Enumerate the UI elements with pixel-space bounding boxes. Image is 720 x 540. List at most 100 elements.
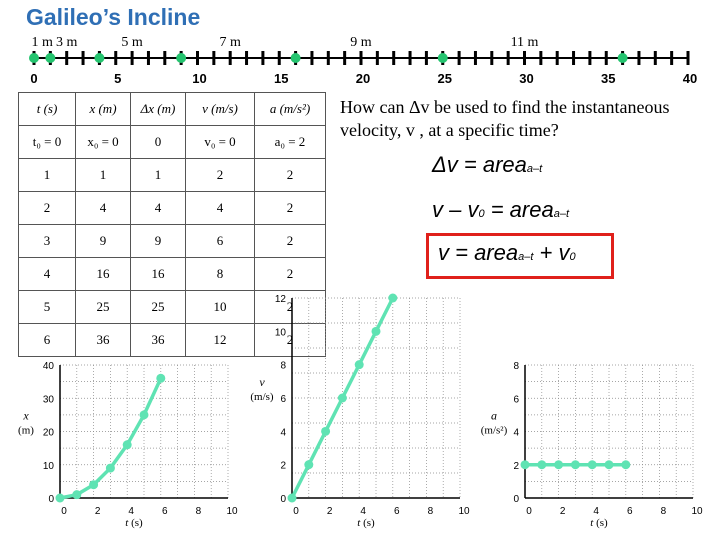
x-tick-label: 2	[560, 506, 566, 517]
table-cell: a₀ = 2	[254, 125, 326, 159]
y-tick-label: 6	[280, 394, 286, 405]
ruler-distance-label: 5 m	[121, 35, 143, 50]
table-cell: 1	[75, 158, 131, 192]
ruler-tick-label: 10	[192, 71, 206, 86]
question-text: How can Δv be used to find the instantan…	[340, 97, 670, 140]
data-point	[55, 493, 65, 503]
x-tick-label: 6	[162, 506, 168, 517]
table-cell: 0	[130, 125, 186, 159]
x-tick-label: 10	[226, 506, 238, 517]
data-point	[304, 460, 314, 470]
data-point	[72, 490, 82, 500]
x-tick-label: 0	[293, 506, 299, 517]
table-cell: 4	[185, 191, 255, 225]
table-header-cell: x (m)	[75, 92, 131, 126]
eq1-subscript: a–t	[526, 163, 543, 175]
x-tick-label: 2	[95, 506, 101, 517]
ruler-distance-label: 7 m	[220, 35, 242, 50]
table-cell: 2	[18, 191, 76, 225]
eq2-main: v – v	[432, 197, 479, 222]
data-point	[570, 460, 580, 470]
table-cell: 3	[18, 224, 76, 258]
ruler-tick-label: 30	[519, 71, 533, 86]
table-header-row: t (s) x (m) Δx (m) v (m/s) a (m/s²)	[18, 92, 326, 126]
eq2-subscript: a–t	[553, 208, 569, 220]
table-cell: 2	[254, 191, 326, 225]
chart-2: 0 2 4 6 8 10 12 0 2 4 6 8 10 t (s) v (m/s)	[250, 293, 470, 529]
chart-1: 0 10 20 30 40 0 2 4 6 8 10 t (s) x (m)	[18, 361, 238, 529]
table-cell: 9	[75, 224, 131, 258]
eq2-rest: = area	[484, 197, 554, 222]
equation-v: v = areaa–t + v0	[438, 240, 576, 266]
ruler-distance-label: 1 m	[31, 35, 53, 50]
table-initial-row: t₀ = 0 x₀ = 0 0 v₀ = 0 a₀ = 2	[18, 125, 326, 159]
x-tick-label: 4	[593, 506, 599, 517]
eq3-rest: + v	[533, 240, 570, 265]
x-axis-label: t (s)	[125, 517, 143, 529]
x-axis-label-unit: (s)	[360, 517, 375, 529]
table-cell: 2	[185, 158, 255, 192]
x-axis-label-var: t	[125, 517, 129, 529]
data-point	[554, 460, 564, 470]
highlighted-equation-box	[426, 233, 614, 279]
data-point	[520, 460, 530, 470]
x-tick-label: 4	[360, 506, 366, 517]
data-point	[156, 373, 166, 383]
table-header-cell: t (s)	[18, 92, 76, 126]
ruler-distance-label: 3 m	[56, 35, 78, 50]
y-tick-label: 0	[513, 494, 519, 505]
x-tick-label: 0	[61, 506, 67, 517]
ruler-tick-label: 5	[114, 71, 121, 86]
ruler-position-dot	[617, 53, 628, 63]
data-point	[105, 463, 115, 473]
equation-v-minus-v0: v – v0 = areaa–t	[432, 197, 569, 223]
series-line	[59, 377, 163, 500]
y-axis-label-unit: (m)	[18, 425, 34, 437]
y-tick-label: 4	[280, 427, 286, 438]
ruler-tick-label: 35	[601, 71, 615, 86]
x-axis-label: t (s)	[590, 517, 608, 529]
x-tick-label: 8	[661, 506, 667, 517]
table-cell: 2	[254, 290, 326, 324]
eq3-subscript-zero: 0	[569, 251, 576, 263]
table-cell: 8	[185, 257, 255, 291]
chart-3: 0 2 4 6 8 0 2 4 6 8 10 t (s) a (m/s²)	[481, 361, 703, 529]
x-tick-label: 6	[627, 506, 633, 517]
table-cell: 36	[75, 323, 131, 357]
ruler-tick-label: 20	[356, 71, 370, 86]
y-tick-label: 12	[275, 294, 287, 305]
table-cell: 1	[130, 158, 186, 192]
y-tick-label: 0	[280, 494, 286, 505]
table-header-cell: Δx (m)	[130, 92, 186, 126]
y-tick-label: 10	[275, 327, 287, 338]
ruler-tick-label: 15	[274, 71, 288, 86]
table-row: 4 16 16 8 2	[18, 257, 326, 291]
ruler-distance-label: 11 m	[511, 35, 539, 50]
table-cell: 9	[130, 224, 186, 258]
table-cell: x₀ = 0	[75, 125, 131, 159]
table-cell: 25	[130, 290, 186, 324]
x-tick-label: 6	[394, 506, 400, 517]
data-point	[621, 460, 631, 470]
equation-delta-v: Δv = areaa–t	[432, 152, 542, 178]
y-axis-label-var: v	[259, 375, 265, 389]
table-cell: t₀ = 0	[18, 125, 76, 159]
table-cell: 4	[75, 191, 131, 225]
x-axis-label: t (s)	[357, 517, 375, 529]
table-cell: 4	[130, 191, 186, 225]
y-axis-label-var: a	[491, 409, 497, 423]
x-tick-label: 10	[691, 506, 703, 517]
y-tick-label: 2	[280, 461, 286, 472]
eq3-main: v = area	[438, 240, 519, 265]
table-cell: 16	[130, 257, 186, 291]
x-tick-label: 2	[327, 506, 333, 517]
y-axis-label-unit: (m/s²)	[481, 425, 508, 437]
data-point	[604, 460, 614, 470]
x-tick-label: 0	[526, 506, 532, 517]
ruler-position-dot	[437, 53, 448, 63]
